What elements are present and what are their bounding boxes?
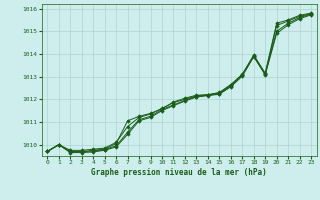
X-axis label: Graphe pression niveau de la mer (hPa): Graphe pression niveau de la mer (hPa)	[91, 168, 267, 177]
